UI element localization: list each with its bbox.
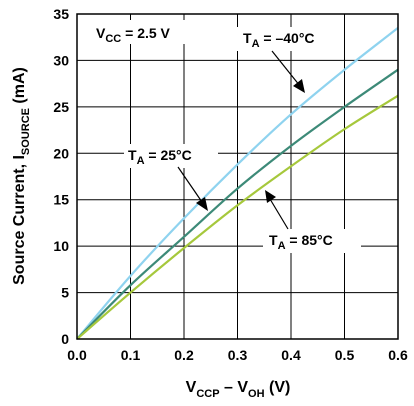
t-85-label: TA = 85°C	[269, 232, 333, 252]
x-axis-title: VCCP – VOH (V)	[186, 379, 291, 400]
series-line-1	[76, 68, 399, 340]
y-tick-label: 35	[53, 6, 69, 22]
y-tick-label: 5	[61, 285, 69, 301]
t-85-label-bg	[263, 229, 361, 253]
x-tick-label: 0.0	[67, 347, 87, 363]
x-tick-label: 0.6	[388, 347, 408, 363]
y-tick-label: 30	[53, 52, 69, 68]
arrow-t-minus40	[271, 50, 305, 93]
x-tick-label: 0.1	[121, 347, 141, 363]
y-tick-label: 15	[53, 192, 69, 208]
t-minus40-label: TA = –40°C	[243, 30, 315, 50]
series-line-0	[76, 27, 399, 340]
y-tick-label: 25	[53, 99, 69, 115]
y-tick-labels: 0 5 10 15 20 25 30 35	[53, 6, 69, 347]
vcc-label-bg	[90, 20, 206, 44]
series-group	[76, 27, 399, 340]
x-tick-label: 0.5	[335, 347, 355, 363]
x-tick-label: 0.2	[174, 347, 194, 363]
t-25-label-bg	[124, 144, 218, 168]
arrow-t-25	[177, 166, 208, 211]
arrow-t-85	[265, 190, 289, 230]
y-tick-label: 0	[61, 331, 69, 347]
t-minus40-label-bg	[236, 27, 340, 51]
y-tick-label: 20	[53, 145, 69, 161]
vcc-label: VCC = 2.5 V	[96, 25, 171, 45]
series-line-2	[76, 94, 399, 340]
x-tick-label: 0.3	[228, 347, 248, 363]
y-tick-label: 10	[53, 238, 69, 254]
plot-frame	[76, 13, 399, 340]
x-tick-labels: 0.0 0.1 0.2 0.3 0.4 0.5 0.6	[67, 347, 408, 363]
t-25-label: TA = 25°C	[128, 147, 192, 167]
x-tick-label: 0.4	[281, 347, 301, 363]
y-axis-title: Source Current, ISOURCE (mA)	[11, 67, 32, 285]
